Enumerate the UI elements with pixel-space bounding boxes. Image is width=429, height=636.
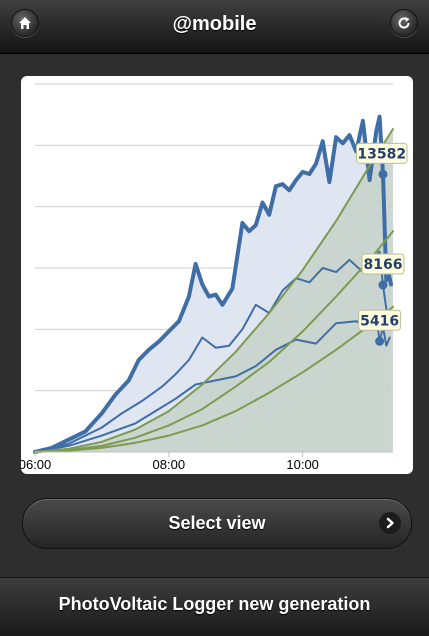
footer-title: PhotoVoltaic Logger new generation	[58, 594, 371, 614]
page-title: @mobile	[172, 13, 257, 35]
peak-label-box	[356, 142, 408, 164]
refresh-button[interactable]	[390, 9, 418, 37]
header-bar: @mobile	[0, 0, 429, 54]
content-area: 06:00 08:00 10:00 13582 8166 5416 Select view	[0, 54, 429, 576]
peak-marker	[375, 336, 385, 346]
peak-label-box	[361, 253, 405, 275]
select-view-button[interactable]: Select view	[22, 498, 412, 549]
peak-label: 5416	[360, 313, 399, 329]
peak-label: 13582	[357, 146, 406, 162]
home-icon	[19, 17, 31, 29]
x-tick-label: 08:00	[153, 457, 186, 472]
x-tick-label: 06:00	[21, 457, 51, 472]
series-line	[34, 230, 394, 453]
peak-marker	[378, 280, 388, 290]
peak-label: 8166	[363, 257, 402, 273]
peak-marker	[378, 169, 388, 179]
chevron-right-icon	[386, 517, 394, 529]
series-line	[33, 114, 393, 454]
peak-label-box	[358, 309, 402, 331]
power-chart: 06:00 08:00 10:00 13582 8166 5416	[19, 83, 408, 472]
home-button[interactable]	[11, 9, 39, 37]
select-view-arrow	[379, 512, 401, 534]
series-line	[34, 316, 391, 453]
refresh-icon	[398, 17, 410, 29]
footer-bar: PhotoVoltaic Logger new generation	[0, 577, 429, 636]
x-tick-label: 10:00	[286, 457, 319, 472]
series-line	[34, 128, 394, 453]
chart-card: 06:00 08:00 10:00 13582 8166 5416	[19, 76, 413, 474]
select-view-label: Select view	[168, 513, 266, 533]
series-line	[34, 305, 394, 453]
